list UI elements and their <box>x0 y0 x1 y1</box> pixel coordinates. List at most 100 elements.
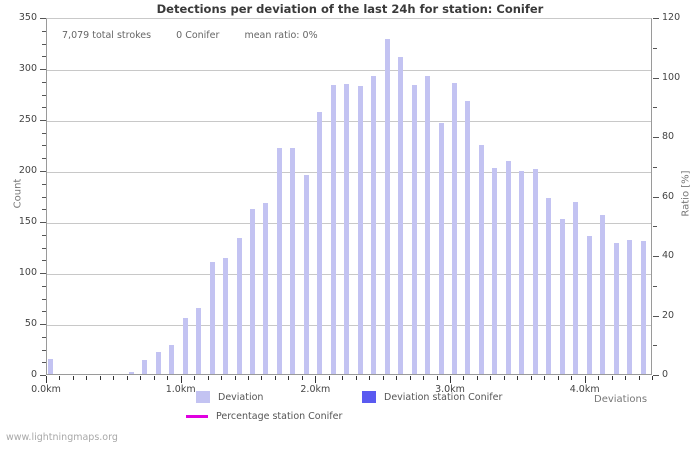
x-axis-tick-minor <box>463 376 464 380</box>
bar-deviation <box>303 175 309 374</box>
y-axis-right-tick-label: 80 <box>662 131 675 142</box>
bar-deviation <box>586 236 592 374</box>
bar-deviation <box>223 257 229 374</box>
x-axis-tick-minor <box>558 376 559 380</box>
bar-deviation <box>573 201 579 374</box>
y-axis-right-tick-major <box>653 375 659 376</box>
x-axis-tick-minor <box>302 376 303 380</box>
y-axis-left-tick-label: 250 <box>18 114 37 125</box>
y-axis-tick-minor <box>42 184 46 185</box>
bar-deviation <box>613 243 619 374</box>
y-axis-tick-minor <box>42 158 46 159</box>
legend-label: Deviation <box>218 391 264 403</box>
bar-deviation <box>128 371 134 374</box>
annotation-total-strokes: 7,079 total strokes <box>62 30 152 41</box>
x-axis-tick-minor <box>208 376 209 380</box>
x-axis-tick-minor <box>504 376 505 380</box>
bar-deviation <box>357 86 363 374</box>
legend-line-swatch <box>186 415 208 418</box>
y-axis-right-tick-minor <box>653 226 657 227</box>
y-axis-tick-minor <box>42 31 46 32</box>
x-axis-tick-label: 4.0km <box>569 384 600 395</box>
x-axis-tick-minor <box>235 376 236 380</box>
annotation-station-count: 0 Conifer <box>176 30 220 41</box>
x-axis-tick-major <box>585 376 586 383</box>
bar-deviation <box>478 144 484 374</box>
y-axis-tick-minor <box>42 197 46 198</box>
x-axis-tick-minor <box>369 376 370 380</box>
x-axis-tick-label: 3.0km <box>435 384 465 395</box>
bar-deviation <box>250 208 255 374</box>
y-axis-right-tick-major <box>653 256 659 257</box>
y-axis-right-tick-major <box>653 197 659 198</box>
bar-deviation <box>398 56 404 374</box>
x-axis-tick-minor <box>248 376 249 380</box>
x-axis-tick-major <box>315 376 316 383</box>
x-axis-tick-minor <box>113 376 114 380</box>
bar-deviation <box>465 100 471 374</box>
bar-deviation <box>142 359 148 374</box>
bar-deviation <box>236 238 242 374</box>
annotation-mean-ratio: mean ratio: 0% <box>244 30 318 41</box>
bar-deviation <box>505 160 511 374</box>
y-axis-tick-minor <box>42 362 46 363</box>
chart-legend: Deviation Deviation station Conifer Percen… <box>0 391 700 431</box>
bar-deviation <box>371 76 377 374</box>
y-axis-left-title: Count <box>12 178 24 209</box>
x-axis-tick-minor <box>490 376 491 380</box>
x-axis-tick-minor <box>437 376 438 380</box>
watermark: www.lightningmaps.org <box>6 432 118 443</box>
y-axis-tick-minor <box>42 82 46 83</box>
bar-deviation <box>290 147 296 374</box>
y-axis-tick-major <box>40 18 46 19</box>
bar-deviation <box>48 358 53 374</box>
y-axis-tick-minor <box>42 56 46 57</box>
x-axis-tick-minor <box>423 376 424 380</box>
bar-deviation <box>182 317 188 374</box>
legend-item[interactable]: Deviation station Conifer <box>362 391 502 403</box>
legend-color-swatch <box>196 391 210 403</box>
x-axis-tick-minor <box>652 376 653 380</box>
y-axis-tick-minor <box>42 133 46 134</box>
bar-deviation <box>425 76 431 374</box>
legend-color-swatch <box>362 391 376 403</box>
x-axis-tick-minor <box>477 376 478 380</box>
y-axis-left-tick-label: 350 <box>18 12 37 23</box>
x-axis-tick-minor <box>356 376 357 380</box>
y-axis-right-tick-minor <box>653 167 657 168</box>
bar-deviation <box>438 123 444 374</box>
y-axis-tick-major <box>40 120 46 121</box>
x-axis-title: Deviations <box>594 394 648 405</box>
x-axis-tick-minor <box>100 376 101 380</box>
x-axis-tick-minor <box>625 376 626 380</box>
x-axis-tick-minor <box>383 376 384 380</box>
legend-label: Deviation station Conifer <box>384 391 503 403</box>
y-axis-tick-major <box>40 324 46 325</box>
bar-deviation <box>169 345 175 374</box>
x-axis-tick-minor <box>342 376 343 380</box>
bar-deviation <box>330 85 336 374</box>
y-axis-left-tick-label: 300 <box>18 63 37 74</box>
y-axis-left-tick-label: 0 <box>30 369 37 380</box>
legend-item[interactable]: Deviation <box>196 391 263 403</box>
y-axis-tick-minor <box>42 286 46 287</box>
x-axis-tick-minor <box>288 376 289 380</box>
x-axis-tick-minor <box>261 376 262 380</box>
x-axis-tick-minor <box>86 376 87 380</box>
bar-deviation <box>532 168 538 374</box>
y-axis-tick-minor <box>42 209 46 210</box>
x-axis-tick-minor <box>154 376 155 380</box>
y-axis-tick-minor <box>42 44 46 45</box>
bar-deviation <box>344 84 350 374</box>
y-axis-tick-minor <box>42 107 46 108</box>
y-axis-right-tick-minor <box>653 286 657 287</box>
y-axis-right-title: Ratio [%] <box>680 170 692 217</box>
y-axis-right-tick-label: 40 <box>662 250 675 261</box>
bar-deviation <box>640 241 646 374</box>
x-axis-tick-minor <box>167 376 168 380</box>
bar-deviation <box>519 171 525 374</box>
legend-item[interactable]: Percentage station Conifer <box>186 411 342 422</box>
x-axis-tick-minor <box>544 376 545 380</box>
y-axis-tick-minor <box>42 248 46 249</box>
